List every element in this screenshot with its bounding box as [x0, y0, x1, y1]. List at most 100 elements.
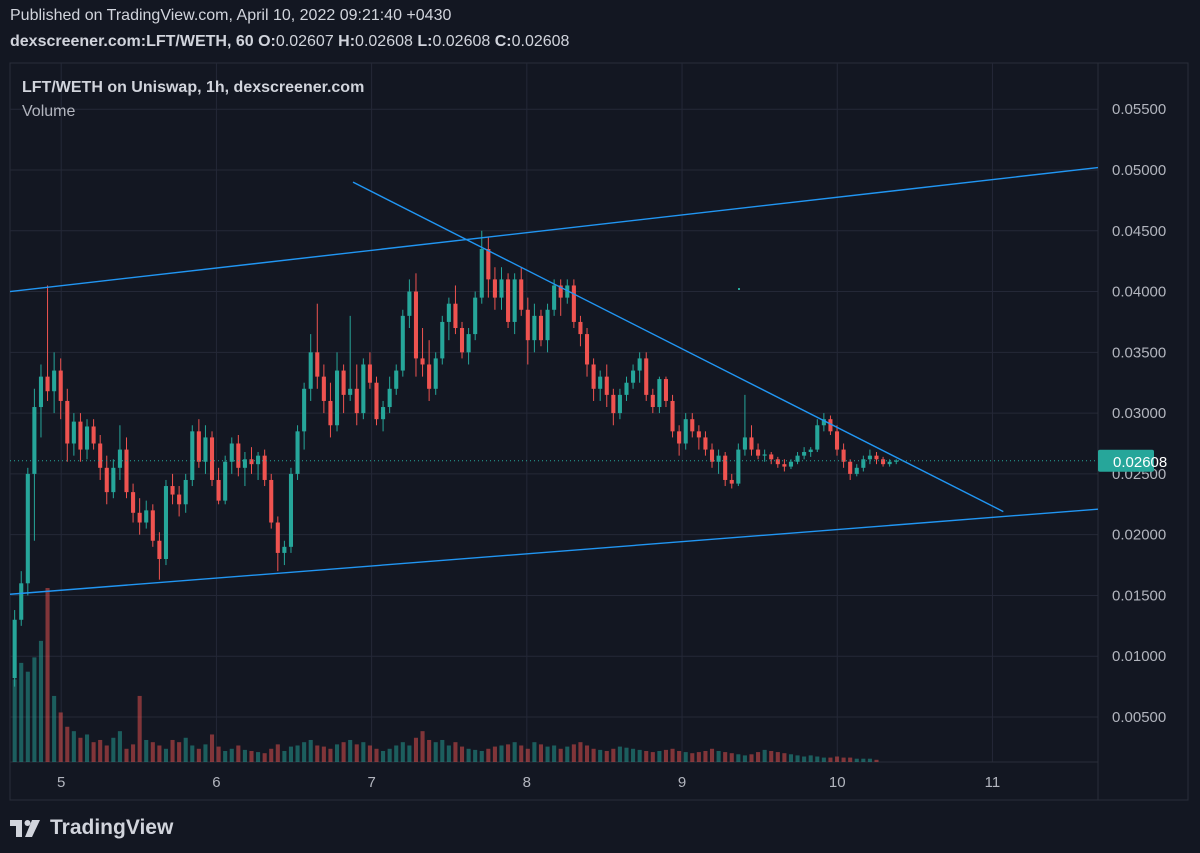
candle[interactable]: [196, 419, 201, 468]
candle[interactable]: [295, 425, 300, 480]
candle[interactable]: [361, 358, 366, 420]
candle[interactable]: [242, 452, 247, 487]
candle[interactable]: [131, 483, 136, 523]
candle[interactable]: [321, 364, 326, 414]
candle[interactable]: [828, 415, 833, 435]
candle[interactable]: [334, 352, 340, 432]
trendline-lower-channel[interactable]: [9, 508, 1099, 595]
candle[interactable]: [52, 352, 57, 414]
candle[interactable]: [381, 400, 386, 432]
candle[interactable]: [506, 273, 511, 329]
candle[interactable]: [756, 443, 761, 460]
candle[interactable]: [374, 376, 379, 426]
candle[interactable]: [854, 464, 859, 477]
candle[interactable]: [163, 479, 169, 566]
candle[interactable]: [177, 486, 182, 517]
candle[interactable]: [413, 273, 419, 377]
candle[interactable]: [302, 382, 307, 450]
candle[interactable]: [183, 473, 188, 513]
candle[interactable]: [848, 459, 853, 480]
candle[interactable]: [657, 376, 662, 414]
candle[interactable]: [223, 455, 228, 505]
candle[interactable]: [446, 297, 451, 341]
candle[interactable]: [795, 452, 800, 465]
candle[interactable]: [519, 267, 524, 316]
candle[interactable]: [525, 297, 530, 365]
candle[interactable]: [874, 452, 879, 465]
candle[interactable]: [420, 328, 425, 377]
candle[interactable]: [486, 236, 491, 298]
candle[interactable]: [578, 315, 583, 347]
candle[interactable]: [683, 413, 688, 450]
candle[interactable]: [466, 328, 471, 365]
candle[interactable]: [861, 455, 866, 472]
candle[interactable]: [12, 610, 17, 687]
candle[interactable]: [637, 352, 642, 383]
candle[interactable]: [775, 456, 780, 468]
trendline-descending-resistance[interactable]: [352, 181, 1004, 513]
candle[interactable]: [269, 473, 274, 529]
candle[interactable]: [499, 267, 504, 310]
candle[interactable]: [584, 328, 590, 377]
candle[interactable]: [716, 449, 721, 474]
candle[interactable]: [275, 516, 280, 572]
candle[interactable]: [84, 419, 90, 460]
candle[interactable]: [236, 434, 241, 477]
candle[interactable]: [558, 279, 563, 316]
candle[interactable]: [144, 500, 149, 529]
candle[interactable]: [881, 456, 886, 467]
candle[interactable]: [229, 437, 234, 474]
candle[interactable]: [453, 285, 458, 335]
candle[interactable]: [104, 455, 109, 505]
candle[interactable]: [157, 532, 162, 580]
candle[interactable]: [282, 540, 287, 566]
candle[interactable]: [433, 352, 438, 395]
candle[interactable]: [150, 504, 155, 547]
candle[interactable]: [427, 340, 432, 401]
candle[interactable]: [249, 447, 254, 474]
candle[interactable]: [887, 459, 892, 467]
candle[interactable]: [802, 447, 807, 460]
candle[interactable]: [769, 452, 774, 465]
candle[interactable]: [367, 352, 372, 389]
candle[interactable]: [308, 334, 313, 401]
candle[interactable]: [696, 425, 701, 450]
candle[interactable]: [729, 473, 734, 489]
candle[interactable]: [808, 447, 813, 457]
candle[interactable]: [723, 452, 728, 487]
candle[interactable]: [117, 425, 122, 480]
candle[interactable]: [328, 382, 333, 438]
candle[interactable]: [354, 364, 359, 426]
candle[interactable]: [111, 459, 116, 499]
trendline-upper-channel[interactable]: [9, 166, 1099, 293]
candle[interactable]: [571, 279, 576, 329]
candle[interactable]: [834, 425, 840, 456]
candle[interactable]: [565, 279, 570, 304]
candle[interactable]: [203, 425, 208, 474]
candle[interactable]: [611, 388, 616, 426]
candle[interactable]: [821, 413, 826, 432]
candle[interactable]: [341, 364, 346, 414]
candle[interactable]: [348, 315, 353, 401]
candle[interactable]: [78, 413, 83, 462]
candle[interactable]: [617, 388, 622, 420]
candle[interactable]: [604, 364, 609, 408]
candle[interactable]: [545, 303, 550, 353]
candle[interactable]: [124, 437, 129, 499]
candle[interactable]: [650, 388, 655, 414]
candle[interactable]: [709, 443, 715, 468]
candle[interactable]: [71, 413, 76, 456]
candle[interactable]: [98, 434, 103, 480]
candle[interactable]: [591, 358, 596, 401]
candle[interactable]: [841, 443, 846, 468]
candle[interactable]: [631, 364, 636, 389]
candle[interactable]: [749, 425, 754, 456]
candle[interactable]: [288, 467, 294, 553]
candle[interactable]: [262, 449, 267, 487]
candle[interactable]: [552, 279, 557, 316]
candle[interactable]: [473, 291, 478, 341]
candle[interactable]: [677, 425, 682, 456]
candle[interactable]: [65, 388, 70, 462]
candle[interactable]: [690, 413, 695, 438]
